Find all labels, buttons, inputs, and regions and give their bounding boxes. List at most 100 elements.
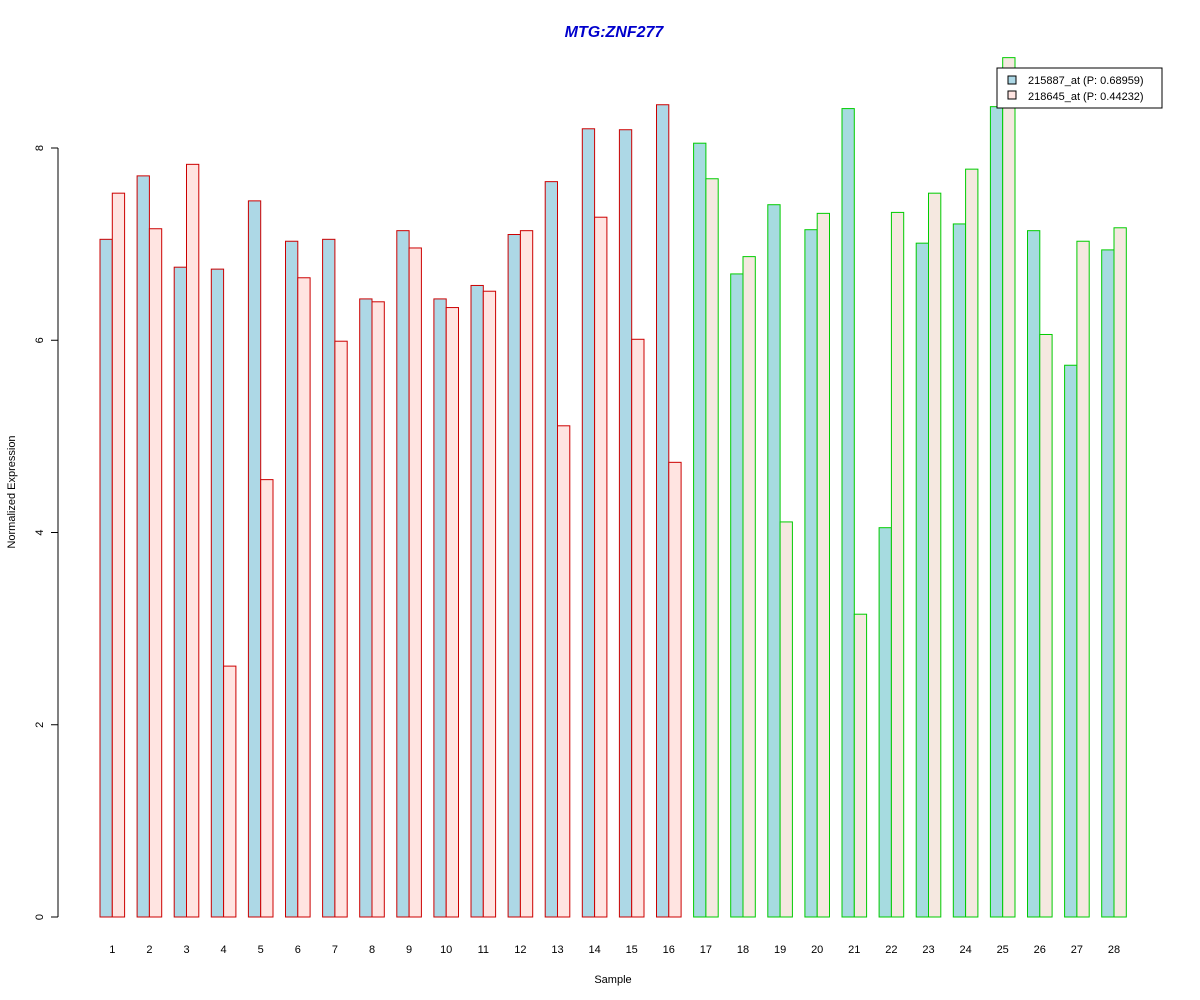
bar-218645-sample-5 (260, 479, 274, 918)
legend-swatch-215887 (1007, 75, 1017, 85)
x-tick-label: 4 (221, 944, 227, 956)
legend-box (996, 67, 1163, 109)
x-tick-label: 27 (1071, 944, 1083, 956)
bar-215887-sample-3 (173, 266, 187, 918)
y-tick-label: 0 (34, 914, 46, 920)
bar-218645-sample-8 (371, 301, 385, 918)
bar-218645-sample-23 (928, 192, 942, 918)
bar-218645-sample-25 (1002, 57, 1016, 918)
bar-218645-sample-9 (408, 247, 422, 918)
x-tick-label: 20 (811, 944, 823, 956)
bar-215887-sample-28 (1101, 249, 1115, 918)
x-tick-label: 21 (848, 944, 860, 956)
y-tick-label: 6 (34, 337, 46, 343)
bar-215887-sample-23 (915, 242, 930, 918)
x-tick-label: 10 (440, 944, 452, 956)
bar-215887-sample-26 (1027, 230, 1041, 918)
bar-215887-sample-19 (767, 204, 781, 918)
bar-218645-sample-20 (816, 212, 831, 918)
x-tick-label: 17 (700, 944, 712, 956)
x-tick-label: 13 (551, 944, 563, 956)
legend: 215887_at (P: 0.68959) 218645_at (P: 0.4… (996, 67, 1163, 109)
bar-218645-sample-27 (1076, 240, 1090, 918)
x-tick-label: 1 (109, 944, 115, 956)
bar-218645-sample-1 (111, 192, 126, 918)
x-tick-label: 22 (885, 944, 897, 956)
bar-218645-sample-12 (519, 230, 534, 918)
y-tick-label: 2 (34, 722, 46, 728)
bar-218645-sample-7 (334, 340, 348, 918)
bar-215887-sample-9 (396, 230, 410, 918)
x-tick-label: 11 (478, 944, 489, 956)
x-tick-label: 2 (146, 944, 152, 956)
bar-218645-sample-4 (223, 665, 237, 918)
bar-215887-sample-18 (730, 273, 744, 918)
bar-218645-sample-14 (594, 216, 608, 918)
bar-218645-sample-16 (668, 461, 682, 918)
bar-215887-sample-11 (470, 284, 484, 918)
x-tick-label: 9 (406, 944, 412, 956)
bar-215887-sample-10 (433, 298, 447, 918)
bars-group (99, 57, 1127, 918)
bar-215887-sample-27 (1064, 364, 1078, 918)
x-tick-label: 25 (997, 944, 1009, 956)
bar-218645-sample-17 (705, 178, 719, 918)
bar-215887-sample-14 (581, 128, 596, 918)
y-tick-label: 8 (34, 145, 46, 151)
bar-215887-sample-16 (656, 104, 670, 918)
bar-218645-sample-26 (1039, 333, 1053, 918)
bar-215887-sample-5 (247, 200, 262, 918)
bar-215887-sample-12 (507, 234, 521, 918)
bar-215887-sample-2 (136, 175, 150, 918)
bar-215887-sample-21 (841, 108, 855, 918)
x-tick-label: 8 (369, 944, 375, 956)
bar-218645-sample-11 (482, 290, 497, 918)
bar-218645-sample-18 (742, 256, 756, 918)
x-tick-label: 7 (332, 944, 338, 956)
bar-218645-sample-21 (853, 613, 868, 918)
bar-215887-sample-6 (285, 240, 299, 918)
bar-215887-sample-25 (989, 106, 1004, 918)
bar-215887-sample-24 (952, 223, 967, 918)
bar-215887-sample-7 (322, 238, 336, 918)
bar-218645-sample-28 (1113, 227, 1127, 918)
bar-218645-sample-6 (297, 277, 311, 918)
bar-218645-sample-13 (557, 425, 571, 918)
x-tick-label: 18 (737, 944, 749, 956)
bar-218645-sample-24 (965, 168, 979, 918)
x-axis-label: Sample (594, 974, 631, 986)
x-tick-label: 15 (626, 944, 638, 956)
x-tick-label: 19 (774, 944, 786, 956)
x-tick-labels: 1 2 3 4 5 6 7 8 9 10 11 12 13 14 15 16 17 18 19 20 21 22 23 24 2… (109, 944, 1120, 956)
legend-label-215887: 215887_at (P: 0.68959) (1028, 75, 1144, 87)
bar-218645-sample-19 (779, 521, 793, 918)
bar-218645-sample-3 (186, 163, 200, 918)
bar-215887-sample-20 (804, 229, 818, 918)
chart-title: MTG:ZNF277 (565, 24, 665, 41)
bar-218645-sample-15 (631, 338, 645, 918)
x-tick-label: 28 (1108, 944, 1120, 956)
bar-215887-sample-13 (544, 181, 559, 918)
bar-218645-sample-10 (445, 307, 460, 918)
x-tick-label: 24 (959, 944, 971, 956)
x-tick-label: 26 (1034, 944, 1046, 956)
bar-218645-sample-2 (148, 228, 163, 918)
legend-swatch-218645 (1007, 90, 1017, 100)
y-axis: 0 2 4 6 8 (34, 145, 59, 920)
y-axis-label: Normalized Expression (6, 435, 18, 548)
legend-label-218645: 218645_at (P: 0.44232) (1028, 91, 1144, 103)
x-tick-label: 3 (183, 944, 189, 956)
bar-215887-sample-4 (210, 268, 225, 918)
bar-215887-sample-8 (359, 298, 373, 918)
x-tick-label: 23 (922, 944, 934, 956)
x-tick-label: 6 (295, 944, 301, 956)
bar-215887-sample-22 (878, 527, 892, 918)
bar-215887-sample-17 (693, 142, 707, 918)
bar-215887-sample-1 (99, 238, 113, 918)
x-tick-label: 14 (588, 944, 600, 956)
y-tick-label: 4 (34, 529, 46, 535)
x-tick-label: 5 (258, 944, 264, 956)
x-tick-label: 12 (514, 944, 526, 956)
